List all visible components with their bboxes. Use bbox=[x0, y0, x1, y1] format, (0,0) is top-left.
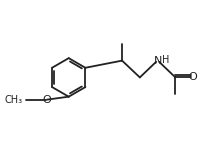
Text: N: N bbox=[153, 56, 162, 66]
Text: O: O bbox=[42, 95, 51, 105]
Text: CH₃: CH₃ bbox=[5, 95, 23, 105]
Text: H: H bbox=[162, 55, 169, 65]
Text: O: O bbox=[189, 72, 198, 82]
